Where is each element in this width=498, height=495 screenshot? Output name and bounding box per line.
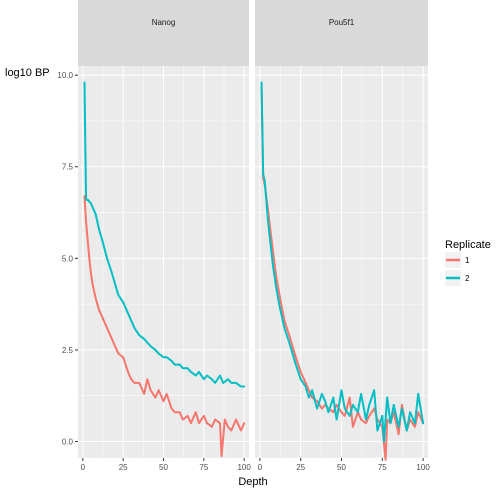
x-tick-label: 75 [199, 463, 208, 472]
x-tick-label: 0 [81, 463, 86, 472]
series-line-nanog-replicate-2 [83, 81, 246, 388]
x-tick-label: 25 [296, 463, 305, 472]
x-tick-label: 100 [237, 463, 251, 472]
strip-label-pou5f1: Pou5f1 [329, 18, 355, 27]
legend: Replicate 1 2 [445, 239, 491, 286]
y-tick-label: 2.5 [62, 346, 74, 355]
x-tick-label: 25 [119, 463, 128, 472]
x-tick-label: 50 [337, 463, 346, 472]
series-line-pou5f1-replicate-1 [260, 85, 425, 461]
strip-pou5f1 [255, 0, 428, 66]
y-axis-title: log10 BP [5, 67, 50, 79]
y-tick-label: 7.5 [62, 163, 74, 172]
legend-label-replicate-2: 2 [465, 274, 470, 283]
strip-nanog [78, 0, 249, 66]
x-axis-title: Depth [238, 476, 267, 488]
y-tick-label: 5.0 [62, 254, 74, 263]
panel-nanog [78, 66, 249, 458]
y-tick-label: 0.0 [62, 438, 74, 447]
strip-label-nanog: Nanog [152, 18, 176, 27]
y-tick-label: 10.0 [57, 71, 73, 80]
legend-title: Replicate [445, 239, 491, 251]
x-tick-label: 50 [159, 463, 168, 472]
x-tick-label: 100 [416, 463, 430, 472]
x-tick-label: 0 [258, 463, 263, 472]
y-axis: 0.0 2.5 5.0 7.5 10.0 [57, 71, 78, 447]
x-axis-nanog: 0 25 50 75 100 [81, 458, 251, 472]
x-axis-pou5f1: 0 25 50 75 100 [258, 458, 430, 472]
series-line-pou5f1-replicate-2 [260, 81, 425, 443]
x-tick-label: 75 [378, 463, 387, 472]
series-line-nanog-replicate-1 [83, 195, 246, 458]
legend-label-replicate-1: 1 [465, 256, 470, 265]
panel-pou5f1 [255, 66, 428, 461]
